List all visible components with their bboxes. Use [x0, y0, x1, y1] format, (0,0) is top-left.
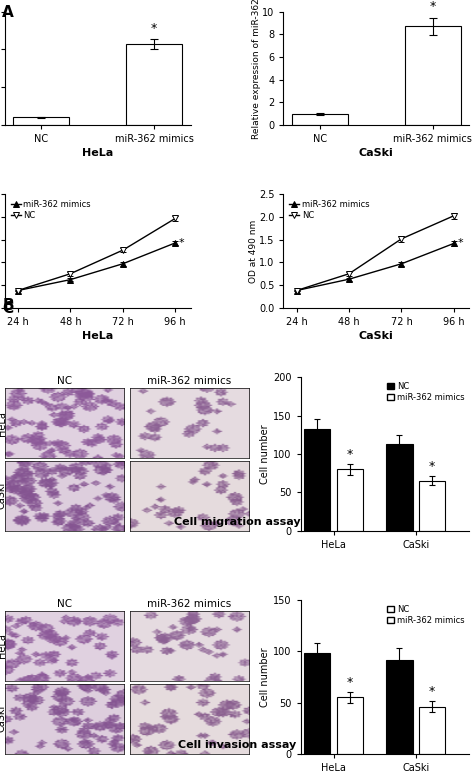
Legend: miR-362 mimics, NC: miR-362 mimics, NC — [288, 199, 371, 221]
Y-axis label: HeLa: HeLa — [0, 411, 7, 436]
Y-axis label: OD at 490 nm: OD at 490 nm — [248, 219, 257, 283]
Bar — [292, 113, 348, 125]
Bar — [304, 653, 330, 754]
Text: C: C — [2, 301, 13, 316]
Bar — [126, 44, 182, 125]
Text: *: * — [179, 238, 184, 248]
Legend: NC, miR-362 mimics: NC, miR-362 mimics — [386, 382, 465, 402]
Bar — [404, 26, 461, 125]
Text: *: * — [457, 239, 463, 249]
Text: Cell migration assay: Cell migration assay — [173, 517, 301, 527]
Bar — [304, 429, 330, 531]
X-axis label: HeLa: HeLa — [82, 331, 113, 341]
Y-axis label: Cell number: Cell number — [260, 647, 271, 707]
Bar — [419, 706, 446, 754]
Text: B: B — [2, 298, 14, 312]
Text: *: * — [347, 676, 353, 689]
Text: *: * — [429, 0, 436, 13]
Text: NC: NC — [57, 376, 72, 386]
Text: *: * — [151, 22, 157, 35]
Bar — [419, 481, 446, 531]
Bar — [337, 698, 363, 754]
Text: NC: NC — [57, 599, 72, 609]
Y-axis label: CaSki: CaSki — [0, 482, 7, 509]
Legend: miR-362 mimics, NC: miR-362 mimics, NC — [9, 199, 92, 221]
Y-axis label: HeLa: HeLa — [0, 633, 7, 658]
Text: Cell invasion assay: Cell invasion assay — [178, 740, 296, 750]
Text: miR-362 mimics: miR-362 mimics — [147, 376, 232, 386]
Text: miR-362 mimics: miR-362 mimics — [147, 599, 232, 609]
Y-axis label: Relative expression of miR-362: Relative expression of miR-362 — [252, 0, 261, 139]
Text: *: * — [429, 685, 436, 699]
Bar — [386, 660, 412, 754]
Y-axis label: Cell number: Cell number — [260, 424, 271, 484]
Text: *: * — [347, 448, 353, 461]
Bar — [386, 444, 412, 531]
Text: A: A — [2, 5, 14, 20]
X-axis label: HeLa: HeLa — [82, 148, 113, 159]
X-axis label: CaSki: CaSki — [359, 331, 394, 341]
Bar — [13, 117, 70, 125]
X-axis label: CaSki: CaSki — [359, 148, 394, 159]
Y-axis label: CaSki: CaSki — [0, 705, 7, 732]
Legend: NC, miR-362 mimics: NC, miR-362 mimics — [386, 605, 465, 625]
Bar — [337, 469, 363, 531]
Text: *: * — [429, 460, 436, 473]
